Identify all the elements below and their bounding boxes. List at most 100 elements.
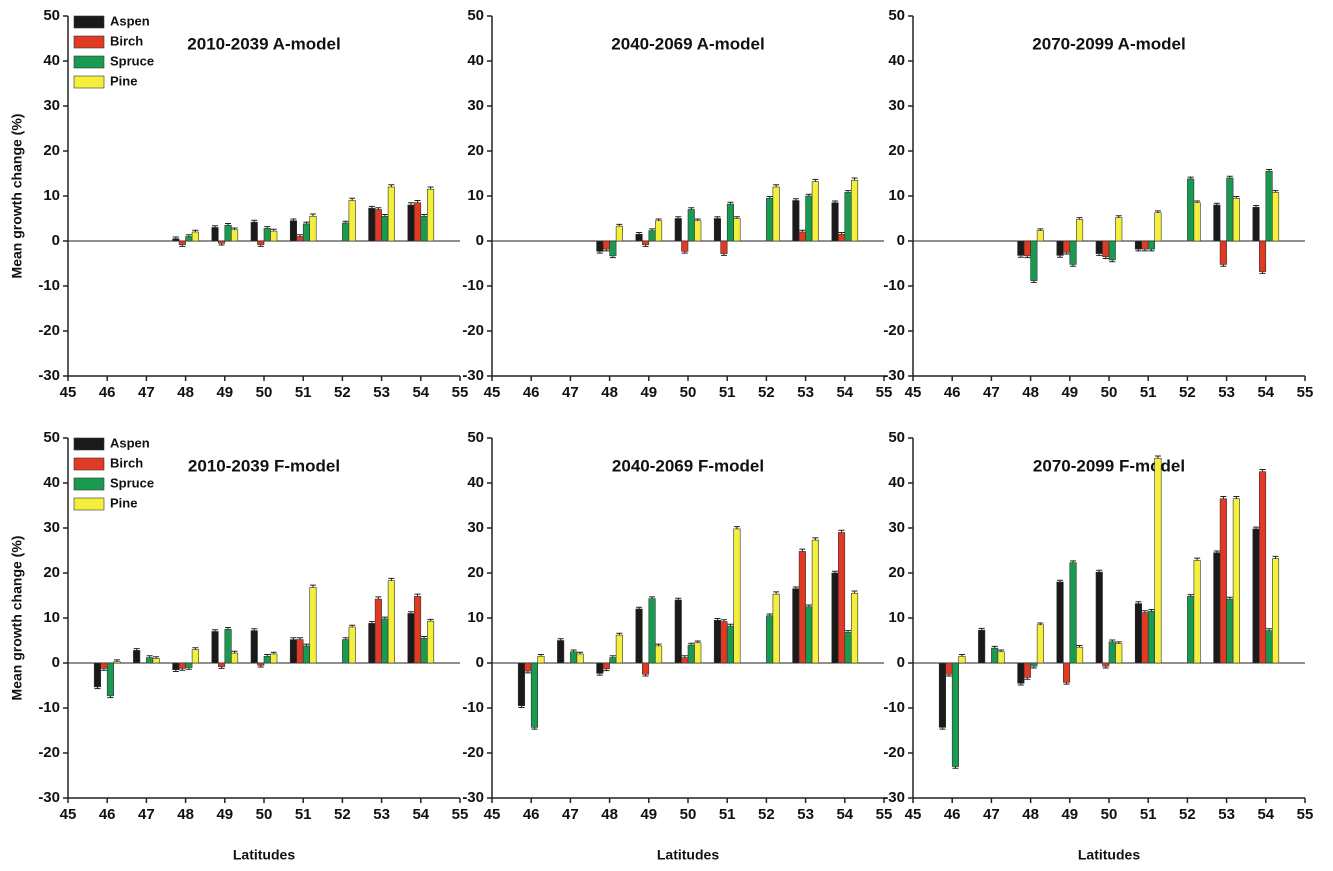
error-bar — [1266, 628, 1273, 631]
x-tick-label: 50 — [256, 806, 273, 823]
bar — [733, 528, 741, 664]
error-bar — [225, 222, 232, 226]
error-bar — [694, 218, 701, 221]
error-bar — [727, 623, 734, 627]
bar — [733, 218, 741, 242]
bar — [1056, 240, 1064, 256]
x-tick-label: 53 — [797, 384, 814, 401]
bar — [694, 220, 702, 242]
error-bar — [1154, 455, 1161, 459]
error-bar — [1141, 610, 1148, 613]
error-bar — [1037, 228, 1044, 231]
bar — [713, 218, 722, 242]
error-bar — [832, 200, 839, 203]
y-tick-label: -20 — [38, 744, 60, 761]
bar — [997, 651, 1005, 664]
bar — [387, 580, 395, 664]
x-tick-label: 45 — [60, 384, 77, 401]
error-bar — [1259, 469, 1266, 472]
error-bar — [251, 219, 258, 223]
error-bar — [185, 234, 192, 237]
bar — [831, 202, 839, 242]
legend-swatch — [73, 75, 105, 89]
error-bar — [681, 655, 688, 658]
error-bar — [342, 220, 349, 223]
error-bar — [766, 613, 773, 616]
error-bar — [381, 213, 388, 217]
bar — [1187, 596, 1195, 664]
error-bar — [636, 231, 643, 235]
error-bar — [688, 207, 695, 210]
bar — [1095, 571, 1103, 664]
bar — [1141, 612, 1149, 664]
bar — [772, 593, 780, 664]
bar — [1259, 240, 1267, 272]
error-bar — [675, 216, 682, 219]
error-bar — [1226, 596, 1233, 600]
bar — [1069, 240, 1077, 265]
bar — [407, 204, 415, 242]
bar — [844, 632, 852, 664]
error-bar — [1096, 569, 1103, 573]
error-bar — [421, 213, 428, 217]
error-bar — [799, 229, 806, 232]
bar — [609, 240, 617, 257]
bar — [1108, 641, 1116, 664]
error-bar — [1076, 217, 1083, 220]
error-bar — [1272, 190, 1279, 193]
bar — [654, 220, 663, 242]
bar — [635, 608, 643, 664]
x-tick-label: 49 — [1061, 806, 1078, 823]
bar — [309, 215, 317, 242]
bar — [1154, 212, 1162, 242]
x-tick-label: 53 — [797, 806, 814, 823]
x-tick-label: 50 — [256, 384, 273, 401]
error-bar — [381, 616, 388, 619]
error-bar — [642, 244, 649, 247]
bar — [1193, 202, 1201, 242]
x-axis-label: Latitudes — [1078, 847, 1140, 863]
error-bar — [133, 648, 140, 651]
bar — [951, 662, 960, 767]
error-bar — [805, 604, 812, 607]
error-bar — [1017, 683, 1024, 686]
error-bar — [577, 651, 584, 654]
bar — [178, 240, 186, 245]
error-bar — [270, 651, 277, 654]
error-bar — [675, 597, 682, 600]
bar — [654, 645, 663, 664]
error-bar — [1115, 215, 1122, 218]
error-bar — [609, 255, 616, 259]
error-bar — [427, 618, 434, 622]
y-tick-label: -20 — [462, 744, 484, 761]
y-tick-label: -30 — [38, 367, 60, 384]
error-bar — [1102, 666, 1109, 669]
panel-title: 2070-2099 A-model — [1032, 34, 1185, 53]
error-bar — [978, 627, 985, 631]
y-tick-label: 50 — [43, 7, 60, 24]
x-tick-label: 54 — [1257, 384, 1274, 401]
y-tick-label: -10 — [38, 699, 60, 716]
bar — [596, 662, 604, 674]
error-bar — [414, 200, 421, 203]
y-tick-label: 50 — [888, 429, 905, 446]
bar — [1095, 240, 1103, 254]
x-tick-label: 52 — [334, 806, 351, 823]
x-tick-label: 51 — [295, 384, 312, 401]
error-bar — [172, 236, 179, 239]
error-bar — [655, 218, 662, 221]
x-tick-label: 45 — [905, 384, 922, 401]
error-bar — [1220, 496, 1227, 499]
y-tick-label: 10 — [888, 609, 905, 626]
bar — [250, 630, 258, 664]
error-bar — [1057, 255, 1064, 258]
legend-swatch — [73, 437, 105, 451]
error-bar — [851, 590, 858, 594]
error-bar — [1213, 550, 1220, 553]
bar — [100, 662, 108, 669]
bar — [1252, 528, 1260, 664]
bar — [106, 662, 114, 697]
bar — [231, 652, 239, 664]
y-tick-label: -20 — [883, 322, 905, 339]
error-bar — [1096, 253, 1103, 256]
